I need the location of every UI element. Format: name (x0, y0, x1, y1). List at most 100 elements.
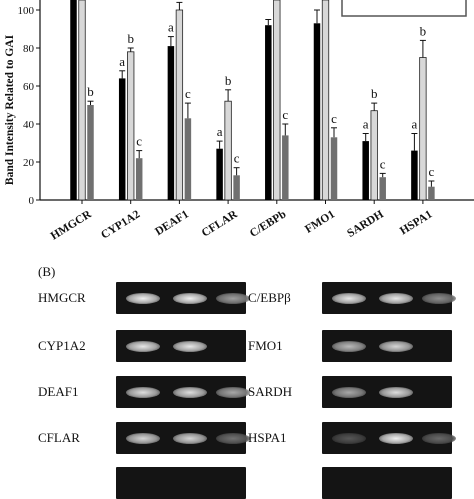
gel-band (173, 387, 207, 398)
bar (362, 141, 369, 200)
significance-label: c (429, 164, 435, 179)
gel-band (422, 433, 456, 444)
gel-band (379, 387, 413, 398)
bar (282, 135, 289, 200)
bar (233, 175, 240, 200)
x-tick-label: CYP1A2 (99, 208, 142, 241)
bar (371, 111, 378, 200)
gel-band (126, 293, 160, 304)
gel-strip (322, 376, 452, 408)
x-tick-label: HMGCR (49, 208, 94, 243)
bar (216, 149, 223, 200)
gel-band (126, 387, 160, 398)
significance-label: c (380, 156, 386, 171)
significance-label: a (217, 124, 223, 139)
gel-strip (322, 467, 452, 499)
significance-label: b (127, 31, 134, 46)
gel-band (422, 293, 456, 304)
gel-band (126, 433, 160, 444)
gel-band (173, 341, 207, 352)
gel-strip (116, 376, 246, 408)
bar (322, 0, 329, 200)
y-tick-label: 60 (23, 81, 35, 93)
significance-label: b (87, 84, 94, 99)
y-tick-label: 100 (18, 5, 35, 17)
significance-label: c (234, 151, 240, 166)
bar (420, 58, 427, 201)
gene-label: HMGCR (38, 290, 86, 306)
gene-label: FMO1 (248, 338, 283, 354)
significance-label: b (225, 73, 232, 88)
gel-band (173, 433, 207, 444)
gel-band (126, 341, 160, 352)
gene-label: CYP1A2 (38, 338, 86, 354)
gel-strip (322, 282, 452, 314)
significance-label: b (420, 23, 427, 38)
gel-band (332, 387, 366, 398)
panel-label: (B) (38, 264, 55, 280)
y-tick-label: 80 (23, 43, 35, 55)
bar (127, 52, 134, 200)
gel-band (379, 293, 413, 304)
bar (176, 10, 183, 200)
bar (87, 105, 94, 200)
significance-label: a (168, 20, 174, 35)
bar (168, 46, 175, 200)
bar (70, 0, 77, 200)
y-tick-label: 20 (23, 157, 35, 169)
gel-band (332, 293, 366, 304)
significance-label: a (363, 117, 369, 132)
bar (119, 78, 126, 200)
x-tick-label: CFLAR (200, 208, 241, 240)
y-tick-label: 0 (29, 195, 35, 207)
gel-band (173, 293, 207, 304)
significance-label: c (282, 107, 288, 122)
bar (331, 137, 338, 200)
x-tick-label: DEAF1 (153, 208, 191, 238)
bar (428, 187, 435, 200)
gel-band (379, 341, 413, 352)
significance-label: a (119, 54, 125, 69)
gel-strip (116, 422, 246, 454)
bar (185, 118, 192, 200)
bar-series: bHMGCRabcCYP1A2abcDEAF1abcCFLARcC/EBPbcF… (49, 0, 435, 243)
x-tick-label: SARDH (345, 208, 386, 240)
legend-box (342, 0, 466, 16)
x-tick-label: HSPA1 (398, 208, 435, 237)
gel-panel: (B) HMGCR CYP1A2 DEAF1 CFLAR C/EBPβ FMO1 SARDH… (0, 262, 474, 474)
gel-band (216, 387, 250, 398)
gene-label: SARDH (248, 384, 292, 400)
gel-strip (116, 467, 246, 499)
gel-strip (322, 330, 452, 362)
gene-label: C/EBPβ (248, 290, 291, 306)
bar (265, 25, 272, 200)
significance-label: b (371, 86, 378, 101)
significance-label: a (412, 117, 418, 132)
bar (274, 0, 281, 200)
gel-band (379, 433, 413, 444)
bar-chart: Band Intensity Related to GAI 0 20 40 60 80 1… (0, 0, 474, 270)
significance-label: c (185, 86, 191, 101)
bar (136, 158, 143, 200)
gel-strip (116, 330, 246, 362)
gene-label: DEAF1 (38, 384, 78, 400)
x-tick-label: C/EBPb (248, 208, 289, 240)
y-axis: 0 20 40 60 80 100 (18, 0, 474, 207)
gel-band (216, 433, 250, 444)
bar (314, 23, 321, 200)
gene-label: CFLAR (38, 430, 80, 446)
gel-strip (116, 282, 246, 314)
bar (379, 177, 386, 200)
gel-strip (322, 422, 452, 454)
significance-label: c (331, 111, 337, 126)
significance-label: c (136, 134, 142, 149)
gel-band (216, 293, 250, 304)
x-tick-label: FMO1 (303, 208, 337, 236)
gel-band (332, 341, 366, 352)
y-axis-label: Band Intensity Related to GAI (4, 34, 16, 185)
bar (411, 151, 418, 200)
y-tick-label: 40 (23, 119, 35, 131)
bar (79, 0, 86, 200)
gel-band (332, 433, 366, 444)
gene-label: HSPA1 (248, 430, 287, 446)
